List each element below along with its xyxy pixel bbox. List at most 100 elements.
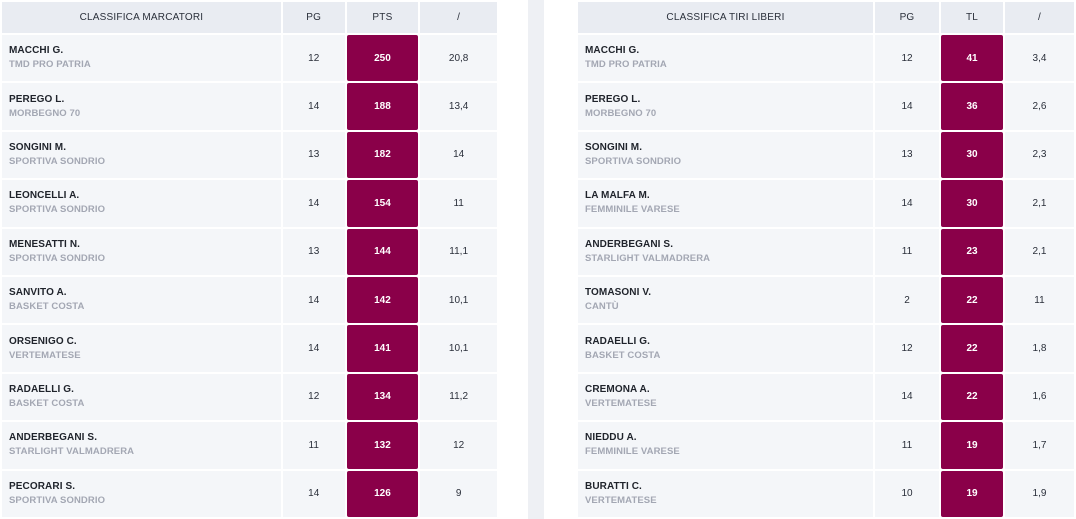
player-name[interactable]: MACCHI G. bbox=[585, 45, 640, 57]
player-name[interactable]: RADAELLI G. bbox=[585, 335, 650, 347]
team-name[interactable]: SPORTIVA SONDRIO bbox=[9, 155, 106, 167]
player-cell: ANDERBEGANI S. STARLIGHT VALMADRERA bbox=[578, 228, 873, 275]
stat-value-cell: 141 bbox=[346, 325, 419, 372]
team-name[interactable]: BASKET COSTA bbox=[9, 397, 85, 409]
average-cell: 2,6 bbox=[1005, 83, 1074, 130]
team-name[interactable]: SPORTIVA SONDRIO bbox=[9, 252, 106, 264]
table-row: LA MALFA M. FEMMINILE VARESE 14 30 2,1 bbox=[578, 180, 1074, 227]
player-cell: SONGINI M. SPORTIVA SONDRIO bbox=[578, 131, 873, 179]
team-name[interactable]: TMD PRO PATRIA bbox=[9, 59, 91, 71]
team-name[interactable]: STARLIGHT VALMADRERA bbox=[585, 252, 711, 264]
stat-value-cell: 132 bbox=[346, 422, 419, 469]
table-row: NIEDDU A. FEMMINILE VARESE 11 19 1,7 bbox=[578, 422, 1074, 469]
team-name[interactable]: FEMMINILE VARESE bbox=[585, 204, 680, 216]
player-cell: SANVITO A. BASKET COSTA bbox=[2, 276, 281, 324]
stat-value-cell: 188 bbox=[346, 83, 419, 130]
player-name[interactable]: PEREGO L. bbox=[9, 93, 65, 105]
average-cell: 10,1 bbox=[420, 276, 497, 324]
player-name[interactable]: PEREGO L. bbox=[585, 93, 641, 105]
table-row: TOMASONI V. CANTÙ 2 22 11 bbox=[578, 276, 1074, 324]
team-name[interactable]: SPORTIVA SONDRIO bbox=[9, 494, 106, 506]
team-name[interactable]: MORBEGNO 70 bbox=[585, 107, 657, 119]
table-row: RADAELLI G. BASKET COSTA 12 134 11,2 bbox=[2, 373, 497, 421]
scorers-table: CLASSIFICA MARCATORI PG PTS / MACCHI G. T… bbox=[0, 0, 499, 519]
table-row: SANVITO A. BASKET COSTA 14 142 10,1 bbox=[2, 276, 497, 324]
team-name[interactable]: VERTEMATESE bbox=[9, 349, 81, 361]
average-cell: 12 bbox=[420, 422, 497, 469]
player-name[interactable]: PECORARI S. bbox=[9, 480, 76, 492]
player-name[interactable]: LA MALFA M. bbox=[585, 190, 650, 202]
player-cell: PECORARI S. SPORTIVA SONDRIO bbox=[2, 470, 281, 517]
team-name[interactable]: SPORTIVA SONDRIO bbox=[585, 155, 682, 167]
player-name[interactable]: TOMASONI V. bbox=[585, 287, 652, 299]
games-played-cell: 14 bbox=[282, 325, 345, 372]
team-name[interactable]: FEMMINILE VARESE bbox=[585, 446, 680, 458]
average-cell: 9 bbox=[420, 470, 497, 517]
panel-divider bbox=[528, 0, 544, 519]
player-name[interactable]: LEONCELLI A. bbox=[9, 190, 80, 202]
player-name[interactable]: SANVITO A. bbox=[9, 287, 67, 299]
table-row: RADAELLI G. BASKET COSTA 12 22 1,8 bbox=[578, 325, 1074, 372]
player-cell: TOMASONI V. CANTÙ bbox=[578, 276, 873, 324]
games-played-cell: 14 bbox=[282, 276, 345, 324]
team-name[interactable]: BASKET COSTA bbox=[9, 301, 85, 313]
games-played-cell: 12 bbox=[282, 35, 345, 82]
scorers-header-row: CLASSIFICA MARCATORI PG PTS / bbox=[2, 2, 497, 33]
stat-value-cell: 126 bbox=[346, 470, 419, 517]
table-row: ANDERBEGANI S. STARLIGHT VALMADRERA 11 132 1… bbox=[2, 422, 497, 469]
team-name[interactable]: CANTÙ bbox=[585, 301, 619, 313]
team-name[interactable]: MORBEGNO 70 bbox=[9, 107, 81, 119]
free-throws-panel: CLASSIFICA TIRI LIBERI PG TL / MACCHI G.… bbox=[576, 0, 1076, 519]
player-name[interactable]: ORSENIGO C. bbox=[9, 335, 77, 347]
games-played-cell: 11 bbox=[875, 422, 939, 469]
player-name[interactable]: ANDERBEGANI S. bbox=[9, 432, 98, 444]
player-cell: BURATTI C. VERTEMATESE bbox=[578, 470, 873, 517]
player-cell: RADAELLI G. BASKET COSTA bbox=[578, 325, 873, 372]
player-name[interactable]: NIEDDU A. bbox=[585, 432, 637, 444]
average-cell: 20,8 bbox=[420, 35, 497, 82]
average-cell: 10,1 bbox=[420, 325, 497, 372]
stat-value-cell: 22 bbox=[941, 373, 1003, 421]
player-cell: MACCHI G. TMD PRO PATRIA bbox=[578, 35, 873, 82]
games-played-cell: 13 bbox=[282, 228, 345, 275]
average-cell: 11 bbox=[420, 180, 497, 227]
team-name[interactable]: BASKET COSTA bbox=[585, 349, 661, 361]
player-name[interactable]: RADAELLI G. bbox=[9, 383, 74, 395]
team-name[interactable]: TMD PRO PATRIA bbox=[585, 59, 667, 71]
player-name[interactable]: MACCHI G. bbox=[9, 45, 64, 57]
average-cell: 2,1 bbox=[1005, 228, 1074, 275]
games-played-cell: 10 bbox=[875, 470, 939, 517]
free-throws-header-row: CLASSIFICA TIRI LIBERI PG TL / bbox=[578, 2, 1074, 33]
average-cell: 2,3 bbox=[1005, 131, 1074, 179]
stat-value-cell: 36 bbox=[941, 83, 1003, 130]
games-played-cell: 11 bbox=[282, 422, 345, 469]
average-cell: 13,4 bbox=[420, 83, 497, 130]
average-cell: 1,8 bbox=[1005, 325, 1074, 372]
player-name[interactable]: SONGINI M. bbox=[9, 141, 67, 153]
player-name[interactable]: BURATTI C. bbox=[585, 480, 642, 492]
free-throws-header-avg: / bbox=[1005, 2, 1074, 33]
team-name[interactable]: VERTEMATESE bbox=[585, 494, 657, 506]
stat-value-cell: 23 bbox=[941, 228, 1003, 275]
team-name[interactable]: SPORTIVA SONDRIO bbox=[9, 204, 106, 216]
team-name[interactable]: STARLIGHT VALMADRERA bbox=[9, 446, 135, 458]
player-cell: PEREGO L. MORBEGNO 70 bbox=[2, 83, 281, 130]
team-name[interactable]: VERTEMATESE bbox=[585, 397, 657, 409]
player-name[interactable]: MENESATTI N. bbox=[9, 238, 81, 250]
player-name[interactable]: SONGINI M. bbox=[585, 141, 643, 153]
player-name[interactable]: ANDERBEGANI S. bbox=[585, 238, 674, 250]
stat-value-cell: 22 bbox=[941, 325, 1003, 372]
table-row: BURATTI C. VERTEMATESE 10 19 1,9 bbox=[578, 470, 1074, 517]
player-cell: CREMONA A. VERTEMATESE bbox=[578, 373, 873, 421]
stat-value-cell: 144 bbox=[346, 228, 419, 275]
stat-value-cell: 134 bbox=[346, 373, 419, 421]
games-played-cell: 12 bbox=[875, 325, 939, 372]
stat-value-cell: 154 bbox=[346, 180, 419, 227]
table-row: ORSENIGO C. VERTEMATESE 14 141 10,1 bbox=[2, 325, 497, 372]
stat-value-cell: 19 bbox=[941, 470, 1003, 517]
player-cell: ORSENIGO C. VERTEMATESE bbox=[2, 325, 281, 372]
stat-value-cell: 30 bbox=[941, 131, 1003, 179]
average-cell: 1,6 bbox=[1005, 373, 1074, 421]
table-row: SONGINI M. SPORTIVA SONDRIO 13 30 2,3 bbox=[578, 131, 1074, 179]
player-name[interactable]: CREMONA A. bbox=[585, 383, 650, 395]
